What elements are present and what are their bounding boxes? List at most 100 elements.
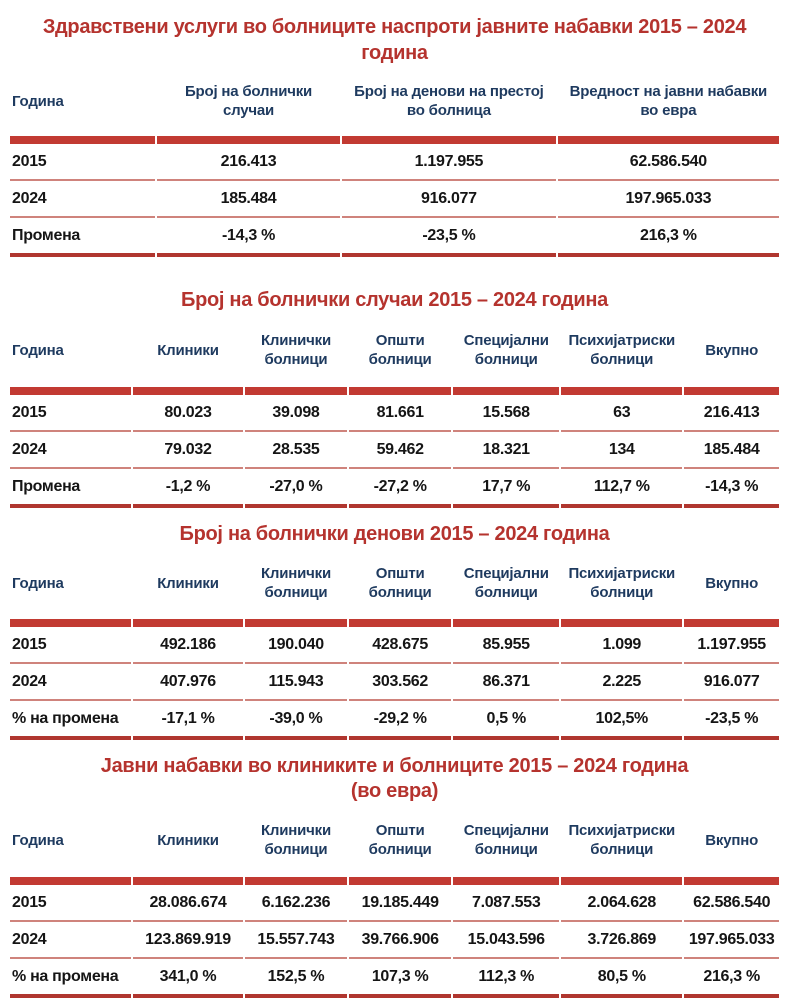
value-cell: -23,5 % [422, 226, 476, 244]
header-row: Година Клиники Клинички болници Општи бо… [10, 313, 779, 387]
value-cell: 134 [561, 432, 683, 469]
value-cell: 341,0 % [159, 967, 217, 985]
value-cell: 492.186 [133, 627, 243, 664]
row-label: 2024 [10, 922, 132, 959]
top-rule-row [10, 877, 779, 885]
header-row: Година Клиники Клинички болници Општи бо… [10, 803, 779, 877]
table-title: Број на болнички денови 2015 – 2024 годи… [179, 523, 610, 545]
column-header: Година [12, 574, 64, 592]
column-header-label: Број на болнички случаи [184, 83, 313, 119]
column-header: Клинички болници [260, 332, 331, 368]
table-row: 2015 492.186 190.040 428.675 85.955 1.09… [10, 627, 779, 664]
value-cell: 112,3 % [478, 967, 535, 985]
value-cell: -14,3 % [705, 477, 759, 495]
value-cell: 0,5 % [486, 709, 527, 727]
value-cell: 39.098 [244, 395, 348, 432]
column-header: Општи болници [368, 332, 432, 368]
row-label: 2024 [10, 432, 132, 469]
data-table-public-procurement: Година Клиники Клинички болници Општи бо… [8, 803, 781, 998]
value-cell: 102,5% [595, 709, 649, 727]
column-header: Општи болници [368, 822, 432, 858]
column-header: Општи болници [368, 565, 432, 601]
value-cell: 62.586.540 [557, 144, 779, 181]
column-header: Психијатриски болници [568, 332, 676, 368]
column-header: Година [12, 831, 64, 849]
value-cell: 19.185.449 [349, 885, 452, 922]
row-label: % на промена [12, 709, 119, 727]
header-row: Година Клиники Клинички болници Општи бо… [10, 547, 779, 619]
table-row: 2015 28.086.674 6.162.236 19.185.449 7.0… [10, 885, 779, 922]
value-cell: 80,5 % [597, 967, 646, 985]
bottom-rule-row [10, 253, 779, 257]
column-header: Клиники [157, 341, 219, 359]
value-cell: -29,2 % [373, 709, 427, 727]
row-label: 2024 [10, 181, 155, 218]
table-title: Број на болнички случаи 2015 – 2024 годи… [181, 289, 608, 311]
row-label: % на промена [12, 967, 119, 985]
value-cell: 28.535 [244, 432, 348, 469]
column-header: Клиники [157, 831, 219, 849]
column-header-label: Број на денови на престој во болница [354, 83, 544, 119]
bottom-rule-row [10, 994, 779, 998]
value-cell: 62.586.540 [684, 885, 779, 922]
value-cell: 63 [561, 395, 683, 432]
table-section-hospital-days: Број на болнички денови 2015 – 2024 годи… [8, 521, 781, 740]
value-cell: -14,3 % [222, 226, 276, 244]
row-label: 2024 [10, 664, 132, 701]
table-title: Јавни набавки во клиниките и болниците 2… [100, 755, 689, 777]
column-header: Вредност на јавни набавки во евра [558, 66, 779, 136]
bottom-rule-row [10, 736, 779, 740]
value-cell: -27,2 % [373, 477, 427, 495]
row-label: 2015 [10, 395, 132, 432]
value-cell: 85.955 [453, 627, 560, 664]
table-section-hospital-cases: Број на болнички случаи 2015 – 2024 годи… [8, 287, 781, 508]
top-rule-row [10, 619, 779, 627]
value-cell: 81.661 [349, 395, 452, 432]
value-cell: 216.413 [684, 395, 779, 432]
value-cell: 115.943 [244, 664, 348, 701]
column-header: Психијатриски болници [568, 822, 676, 858]
column-header: Специјални болници [463, 565, 549, 601]
value-cell: 185.484 [156, 181, 341, 218]
value-cell: 428.675 [349, 627, 452, 664]
value-cell: 28.086.674 [133, 885, 243, 922]
value-cell: 216.413 [156, 144, 341, 181]
value-cell: 59.462 [349, 432, 452, 469]
value-cell: 190.040 [244, 627, 348, 664]
column-header: Година [12, 92, 64, 110]
column-header: Број на болнички случаи [157, 66, 340, 136]
column-header-label: Вредност на јавни набавки во евра [569, 83, 768, 119]
value-cell: 107,3 % [371, 967, 429, 985]
value-cell: 2.064.628 [561, 885, 683, 922]
table-section-hospital-services: Здравствени услуги во болниците наспроти… [8, 14, 781, 257]
value-cell: 18.321 [453, 432, 560, 469]
top-rule-row [10, 136, 779, 144]
value-cell: 1.099 [561, 627, 683, 664]
value-cell: 916.077 [342, 181, 556, 218]
value-cell: 112,7 % [593, 477, 650, 495]
column-header: Вкупно [705, 574, 759, 592]
value-cell: 2.225 [561, 664, 683, 701]
column-header: Клинички болници [260, 822, 331, 858]
column-header: Клиники [157, 574, 219, 592]
table-row: Промена -14,3 % -23,5 % 216,3 % [10, 218, 779, 253]
value-cell: 15.557.743 [244, 922, 348, 959]
value-cell: 7.087.553 [453, 885, 560, 922]
value-cell: 216,3 % [703, 967, 760, 985]
value-cell: 86.371 [453, 664, 560, 701]
column-header: Клинички болници [260, 565, 331, 601]
value-cell: 152,5 % [267, 967, 325, 985]
value-cell: 916.077 [684, 664, 779, 701]
value-cell: -23,5 % [705, 709, 759, 727]
table-row: 2024 185.484 916.077 197.965.033 [10, 181, 779, 218]
table-row: 2015 80.023 39.098 81.661 15.568 63 216.… [10, 395, 779, 432]
table-row: 2024 123.869.919 15.557.743 39.766.906 1… [10, 922, 779, 959]
value-cell: 216,3 % [640, 226, 697, 244]
table-section-public-procurement: Јавни набавки во клиниките и болниците 2… [8, 753, 781, 998]
data-table-hospital-days: Година Клиники Клинички болници Општи бо… [8, 547, 781, 740]
header-row: Година Број на болнички случаи Број на д… [10, 66, 779, 136]
value-cell: 15.568 [453, 395, 560, 432]
table-row: % на промена 341,0 % 152,5 % 107,3 % 112… [10, 959, 779, 994]
bottom-rule-row [10, 504, 779, 508]
